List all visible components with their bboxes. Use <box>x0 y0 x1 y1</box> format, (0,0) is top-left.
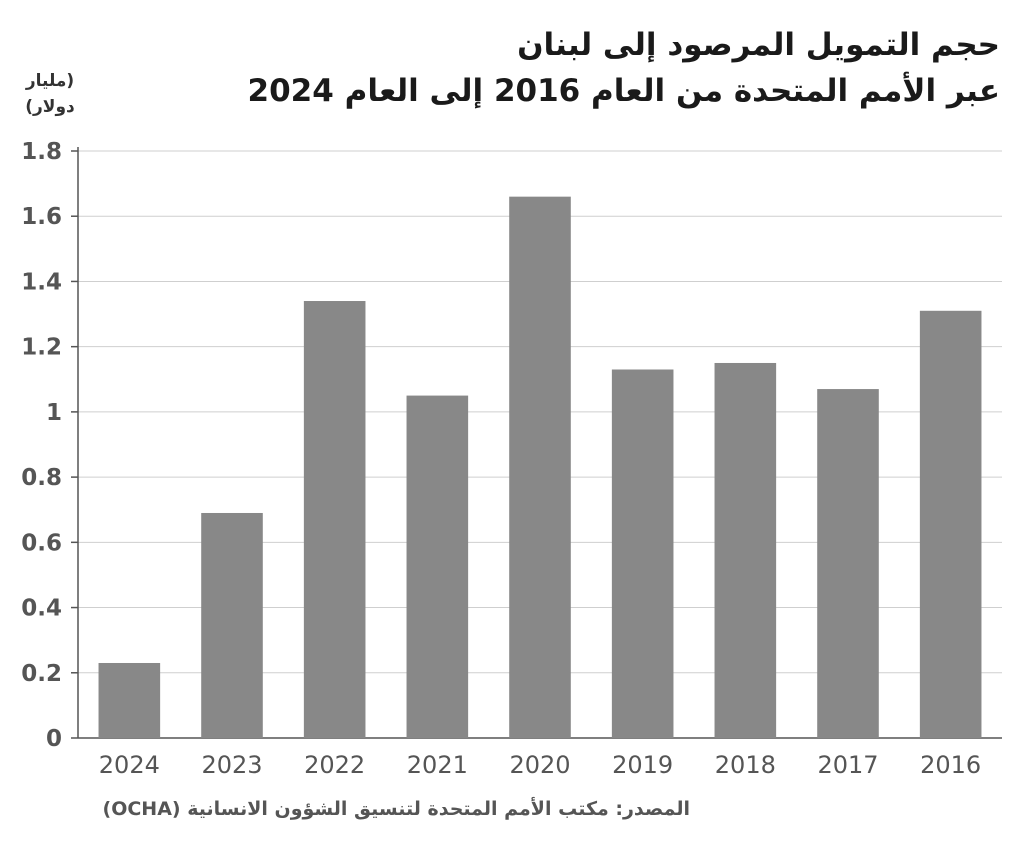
bar-2023 <box>201 512 263 738</box>
x-tick-label: 2020 <box>509 751 570 779</box>
y-tick-label: 1 <box>46 400 62 426</box>
x-tick-label: 2023 <box>201 751 262 779</box>
bar-2020 <box>509 196 571 739</box>
x-tick-label: 2018 <box>715 751 776 779</box>
chart-title-line-1: حجم التمويل المرصود إلى لبنان <box>517 27 1000 63</box>
y-axis-unit-label: (مليار دولار) <box>25 71 75 117</box>
bar-2018 <box>714 362 777 738</box>
x-tick-label: 2024 <box>99 751 160 779</box>
x-tick-label: 2021 <box>407 751 468 779</box>
x-tick-label: 2019 <box>612 751 673 779</box>
chart-title: حجم التمويل المرصود إلى لبنان عبر الأمم … <box>240 22 1000 114</box>
chart-title-line-2: عبر الأمم المتحدة من العام 2016 إلى العا… <box>247 73 1000 109</box>
y-tick-label: 1.6 <box>21 204 62 230</box>
y-tick-label: 0.8 <box>21 465 62 491</box>
y-tick-label: 0.2 <box>21 661 62 687</box>
x-tick-label: 2022 <box>304 751 365 779</box>
x-tick-label: 2017 <box>817 751 878 779</box>
bar-2017 <box>817 389 879 738</box>
bar-2021 <box>406 395 469 738</box>
bar-2024 <box>98 662 161 738</box>
bar-2019 <box>611 369 674 738</box>
y-tick-label: 1.8 <box>21 139 62 165</box>
bar-2016 <box>919 310 982 738</box>
y-tick-label: 0.6 <box>21 530 62 556</box>
y-tick-label: 1.4 <box>21 269 62 295</box>
y-tick-label: 1.2 <box>21 335 62 361</box>
y-tick-label: 0.4 <box>21 596 62 622</box>
y-tick-label: 0 <box>46 726 62 752</box>
source-note: المصدر: مكتب الأمم المتحدة لتنسيق الشؤون… <box>102 798 690 820</box>
x-tick-label: 2016 <box>920 751 981 779</box>
bar-2022 <box>303 301 366 738</box>
